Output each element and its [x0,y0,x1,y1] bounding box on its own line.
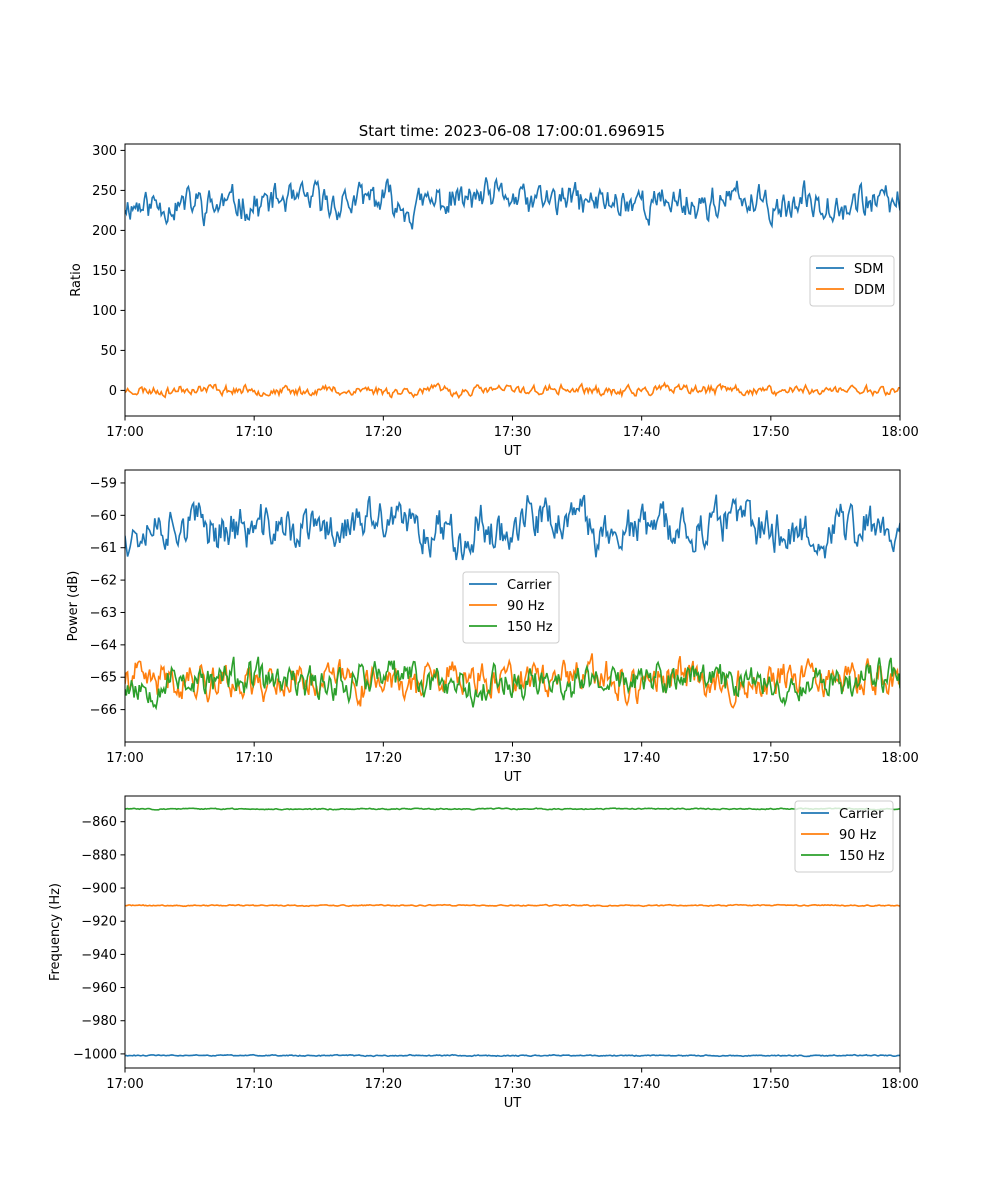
y-tick-label: −64 [90,638,117,653]
y-axis-label: Power (dB) [66,571,81,642]
y-tick-label: −960 [81,981,117,996]
legend: SDM DDM [809,255,895,307]
y-axis-label: Frequency (Hz) [48,883,63,981]
chart-title: Start time: 2023-06-08 17:00:01.696915 [359,122,665,140]
series-line-carrier [125,494,900,561]
x-tick-label: 18:00 [881,751,918,766]
y-tick-label: 150 [92,264,117,279]
axes-frame [124,143,901,417]
x-tick-label: 18:00 [881,1077,918,1092]
series-line-carrier [125,1053,900,1058]
legend-entry: SDM [854,262,883,277]
x-tick-label: 17:00 [106,1077,143,1092]
x-axis-label: UT [504,444,522,459]
x-tick-label: 17:10 [235,425,272,440]
x-tick-label: 17:10 [235,1077,272,1092]
x-tick-label: 17:40 [623,751,660,766]
y-tick-label: −66 [90,703,117,718]
series-line-150-hz [125,807,900,811]
legend: Carrier 90 Hz 150 Hz [462,571,560,644]
x-tick-label: 17:20 [365,751,402,766]
legend-entry: 90 Hz [507,599,544,614]
x-tick-label: 17:50 [752,425,789,440]
x-tick-label: 17:40 [623,1077,660,1092]
y-tick-label: 300 [92,144,117,159]
legend-entry: Carrier [839,807,884,822]
legend: Carrier 90 Hz 150 Hz [794,800,894,873]
legend-entry: 90 Hz [839,828,876,843]
series-line-90-hz [125,903,900,908]
y-tick-label: −62 [90,574,117,589]
legend-entry: Carrier [507,578,552,593]
series-line-150-hz [125,656,900,711]
y-tick-label: −1000 [73,1047,117,1062]
y-tick-label: 200 [92,224,117,239]
y-tick-label: −860 [81,815,117,830]
x-axis-label: UT [504,770,522,785]
y-tick-label: 250 [92,184,117,199]
x-axis-label: UT [504,1096,522,1111]
x-tick-label: 17:20 [365,425,402,440]
x-tick-label: 17:50 [752,751,789,766]
legend-entry: 150 Hz [839,849,885,864]
y-tick-label: 0 [109,384,117,399]
y-tick-label: −60 [90,509,117,524]
frequency-panel: 17:00 17:10 17:20 17:30 17:40 17:50 18:00 −1000… [48,795,919,1111]
y-tick-label: 50 [100,344,117,359]
y-tick-label: −65 [90,671,117,686]
y-tick-label: −980 [81,1014,117,1029]
x-tick-label: 17:30 [494,751,531,766]
power-panel: 17:00 17:10 17:20 17:30 17:40 17:50 18:00 −66 −6… [66,469,919,785]
y-tick-label: 100 [92,304,117,319]
x-tick-label: 17:00 [106,751,143,766]
y-tick-label: −900 [81,882,117,897]
ratio-panel: 17:00 17:10 17:20 17:30 17:40 17:50 18:00 0 50 10… [69,143,919,459]
x-tick-label: 17:10 [235,751,272,766]
y-tick-label: −61 [90,541,117,556]
y-tick-label: −940 [81,948,117,963]
x-tick-label: 17:20 [365,1077,402,1092]
y-tick-label: −920 [81,915,117,930]
y-tick-label: −59 [90,476,117,491]
x-tick-label: 17:00 [106,425,143,440]
x-tick-label: 18:00 [881,425,918,440]
series-line-ddm [125,381,900,400]
y-tick-label: −880 [81,848,117,863]
y-axis-label: Ratio [69,263,84,296]
x-tick-label: 17:30 [494,425,531,440]
legend-entry: 150 Hz [507,620,553,635]
x-tick-label: 17:50 [752,1077,789,1092]
y-tick-label: −63 [90,606,117,621]
series-line-sdm [125,176,900,230]
series-line-90-hz [125,653,900,709]
x-tick-label: 17:40 [623,425,660,440]
legend-entry: DDM [854,283,885,298]
axes-frame [124,795,901,1069]
x-tick-label: 17:30 [494,1077,531,1092]
